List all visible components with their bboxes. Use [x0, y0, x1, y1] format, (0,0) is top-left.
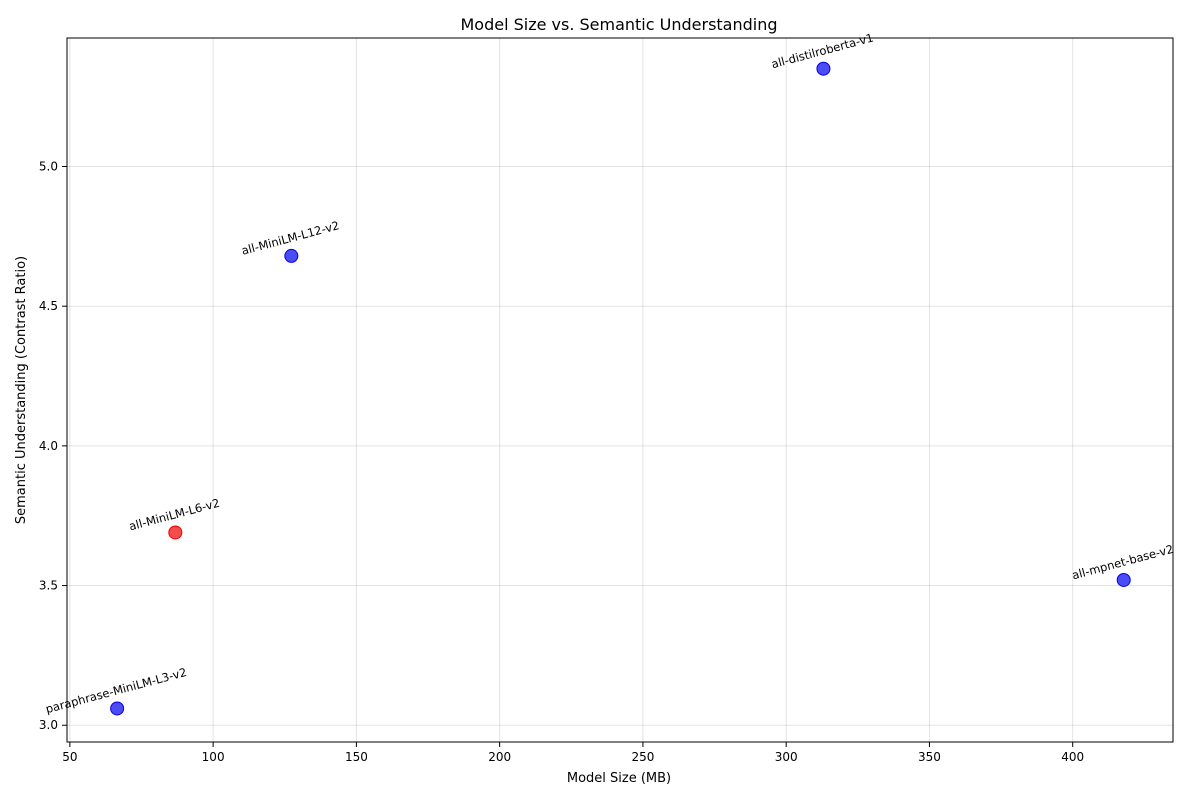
scatter-point [816, 61, 831, 76]
y-axis-label: Semantic Understanding (Contrast Ratio) [14, 256, 29, 524]
scatter-point [1116, 572, 1131, 587]
y-tick-label: 3.0 [39, 718, 58, 732]
x-tick-label: 300 [775, 750, 798, 764]
x-tick-label: 400 [1061, 750, 1084, 764]
y-tick-label: 5.0 [39, 160, 58, 174]
grid-lines [67, 38, 1173, 742]
x-tick-label: 50 [62, 750, 77, 764]
scatter-point [168, 525, 183, 540]
chart-title: Model Size vs. Semantic Understanding [460, 15, 777, 34]
scatter-point [284, 248, 299, 263]
x-tick-label: 200 [488, 750, 511, 764]
data-points: paraphrase-MiniLM-L3-v2all-MiniLM-L6-v2a… [44, 31, 1175, 717]
x-tick-label: 100 [202, 750, 225, 764]
y-tick-label: 4.5 [39, 299, 58, 313]
x-axis-label: Model Size (MB) [567, 771, 671, 786]
x-tick-label: 150 [345, 750, 368, 764]
scatter-point [110, 701, 125, 716]
x-tick-label: 350 [918, 750, 941, 764]
plot-frame [66, 37, 1174, 743]
axis-ticks: 50 100 150 200 250 300 350 400 3.0 3.5 4.0 4.5 5.0 [39, 160, 1084, 764]
y-tick-label: 3.5 [39, 579, 58, 593]
x-tick-label: 250 [631, 750, 654, 764]
y-tick-label: 4.0 [39, 439, 58, 453]
